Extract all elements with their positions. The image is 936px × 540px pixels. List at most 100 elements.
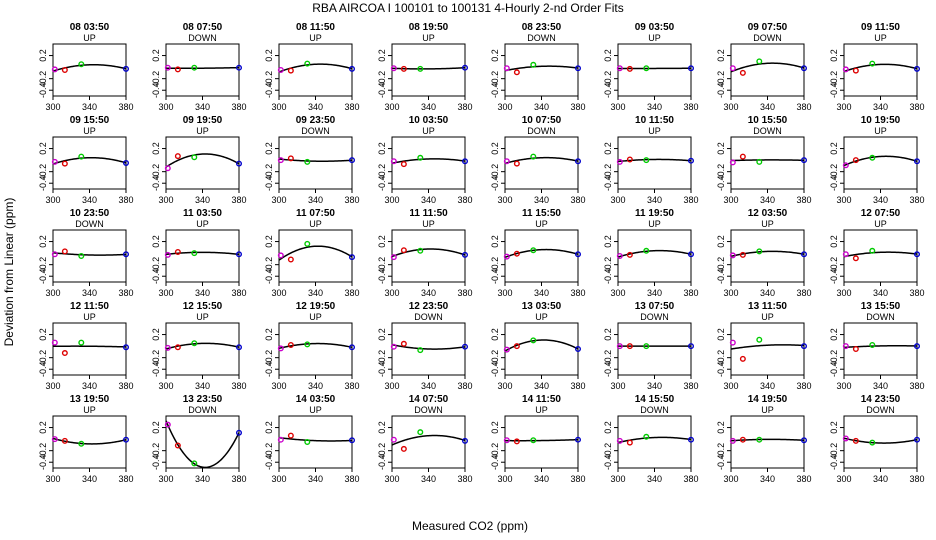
panel-title: 14 19:50 [748, 394, 788, 405]
x-tick-label: 380 [344, 381, 359, 391]
x-tick-label: 340 [308, 288, 323, 298]
data-point [575, 436, 582, 443]
x-tick-label: 300 [723, 288, 738, 298]
y-tick-label: 0.2 [490, 142, 500, 155]
panel-frame [391, 43, 466, 97]
data-point [174, 248, 181, 255]
x-tick-label: 380 [570, 474, 585, 484]
panel-title: 10 03:50 [409, 115, 449, 126]
data-point [503, 253, 510, 260]
data-point [616, 158, 623, 165]
panel-direction: DOWN [753, 33, 782, 43]
y-tick-label: -0.2 [377, 350, 387, 366]
data-point [122, 251, 129, 258]
fit-curve [504, 248, 579, 259]
panel-direction: DOWN [75, 219, 104, 229]
y-tick-label: -0.4 [490, 175, 500, 191]
data-point [235, 429, 242, 436]
x-tick-label: 300 [384, 102, 399, 112]
data-point [626, 439, 633, 446]
y-tick-label: -0.4 [151, 82, 161, 98]
y-tick-label: -0.4 [716, 268, 726, 284]
panel-frame [52, 229, 127, 283]
fit-curve [278, 245, 353, 261]
panel-direction: DOWN [640, 312, 669, 322]
data-point [61, 160, 68, 167]
data-point [287, 155, 294, 162]
y-tick-label: -0.2 [38, 257, 48, 273]
x-tick-label: 340 [195, 195, 210, 205]
panel-direction: UP [761, 405, 774, 415]
x-tick-label: 300 [723, 474, 738, 484]
x-tick-label: 340 [195, 102, 210, 112]
y-tick-label: -0.2 [829, 257, 839, 273]
data-point [400, 161, 407, 168]
data-point [164, 421, 171, 428]
x-tick-label: 300 [836, 195, 851, 205]
y-tick-label: 0.2 [377, 49, 387, 62]
data-point [304, 240, 311, 247]
data-point [688, 343, 695, 350]
data-point [78, 252, 85, 259]
x-tick-label: 380 [796, 381, 811, 391]
data-point [739, 153, 746, 160]
panel-title: 14 15:50 [635, 394, 675, 405]
x-tick-label: 300 [45, 288, 60, 298]
y-tick-label: -0.2 [829, 350, 839, 366]
x-tick-label: 340 [195, 381, 210, 391]
panel-direction: UP [761, 219, 774, 229]
panel-frame [730, 322, 805, 376]
y-tick-label: -0.4 [151, 361, 161, 377]
y-tick-label: -0.2 [377, 257, 387, 273]
data-point [390, 343, 397, 350]
y-tick-label: -0.2 [829, 164, 839, 180]
panel-frame [504, 415, 579, 469]
data-point [400, 340, 407, 347]
x-tick-label: 380 [909, 195, 924, 205]
data-point [277, 252, 284, 259]
panel-direction: DOWN [866, 405, 895, 415]
panel-frame [730, 43, 805, 97]
data-point [287, 432, 294, 439]
panel-title: 11 11:50 [409, 208, 448, 219]
y-tick-label: 0.2 [829, 328, 839, 341]
data-point [756, 158, 763, 165]
y-tick-label: -0.4 [38, 454, 48, 470]
data-point [852, 437, 859, 444]
data-point [164, 165, 171, 172]
x-tick-label: 340 [873, 102, 888, 112]
y-tick-label: -0.4 [38, 82, 48, 98]
y-tick-label: -0.2 [716, 443, 726, 459]
panel-direction: UP [309, 405, 322, 415]
x-tick-label: 380 [231, 381, 246, 391]
panel-title: 10 07:50 [522, 115, 562, 126]
x-tick-label: 380 [683, 195, 698, 205]
data-point [616, 65, 623, 72]
x-tick-label: 340 [873, 288, 888, 298]
data-point [756, 436, 763, 443]
x-tick-label: 340 [534, 195, 549, 205]
data-point [513, 69, 520, 76]
data-point [616, 343, 623, 350]
x-tick-label: 380 [570, 288, 585, 298]
data-point [739, 355, 746, 362]
y-tick-label: -0.2 [151, 257, 161, 273]
data-point [287, 67, 294, 74]
y-tick-label: -0.2 [829, 71, 839, 87]
data-point [575, 251, 582, 258]
x-tick-label: 380 [570, 195, 585, 205]
panel-direction: UP [309, 312, 322, 322]
data-point [801, 157, 808, 164]
panel-frame [278, 415, 353, 469]
panel-title: 13 15:50 [861, 301, 901, 312]
